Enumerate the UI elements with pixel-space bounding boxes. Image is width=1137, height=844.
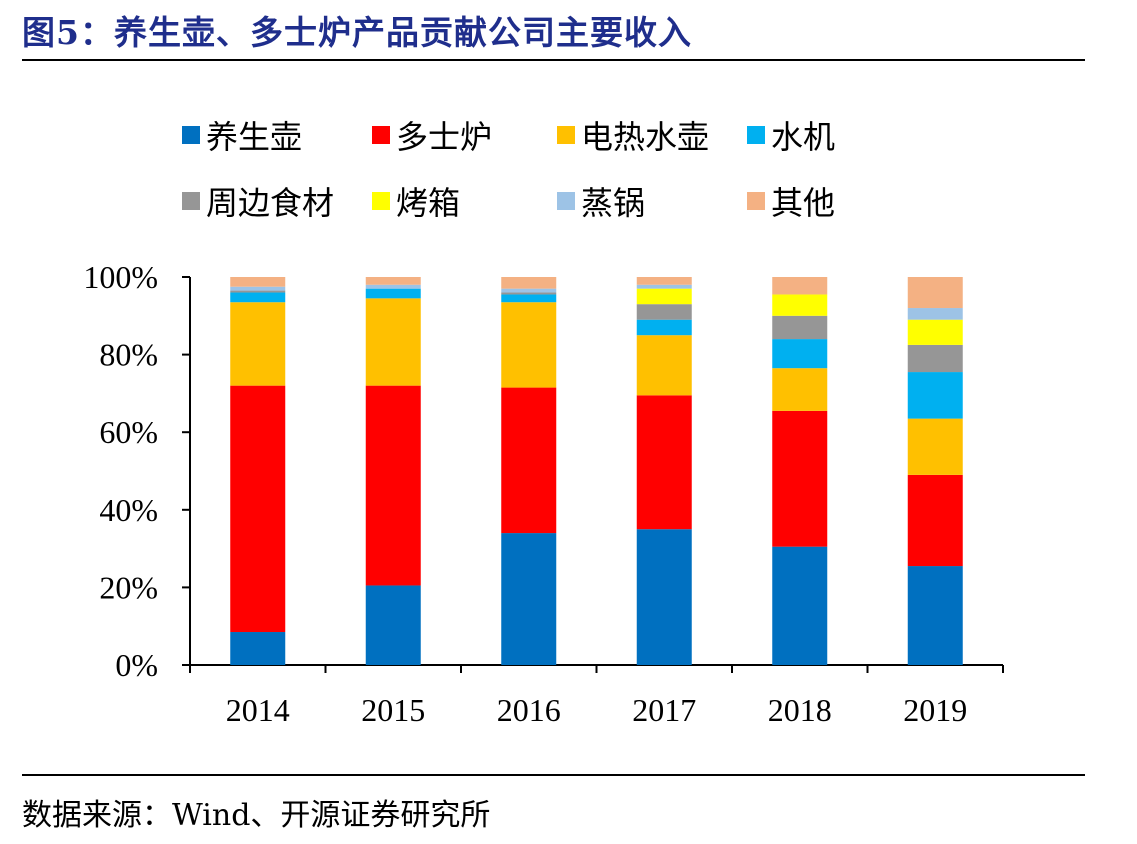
x-tick-label: 2018 — [768, 692, 832, 728]
x-tick-label: 2015 — [361, 692, 425, 728]
legend-swatch — [372, 126, 390, 144]
legend-item: 周边食材 — [182, 181, 335, 222]
y-tick-label: 0% — [115, 647, 158, 683]
legend-label: 周边食材 — [206, 184, 335, 222]
bar-segment — [365, 277, 421, 285]
y-tick-label: 60% — [99, 414, 158, 450]
x-tick-label: 2019 — [903, 692, 967, 728]
legend-swatch — [182, 126, 200, 144]
bar-segment — [230, 385, 286, 633]
bar-segment — [907, 372, 963, 419]
bar-segment — [365, 298, 421, 386]
bar-segment — [501, 294, 557, 303]
legend-swatch — [182, 192, 200, 210]
bar-segment — [636, 529, 692, 665]
legend-item: 烤箱 — [372, 181, 461, 222]
bar-segment — [772, 315, 828, 340]
bar-segment — [636, 284, 692, 289]
y-tick-label: 80% — [99, 337, 158, 373]
bar-segment — [907, 319, 963, 345]
legend-swatch — [557, 192, 575, 210]
bar-segment — [230, 290, 286, 293]
source-note: 数据来源：Wind、开源证券研究所 — [22, 798, 491, 833]
legend-swatch — [747, 192, 765, 210]
bar-segment — [907, 308, 963, 320]
bar-segment — [365, 385, 421, 586]
x-tick-label: 2014 — [226, 692, 290, 728]
bar-segment — [907, 474, 963, 567]
y-tick-label: 100% — [83, 259, 158, 295]
bar-segment — [501, 387, 557, 534]
x-tick-label: 2016 — [497, 692, 561, 728]
bar-segment — [772, 277, 828, 295]
bar-segment — [365, 585, 421, 665]
footer-divider — [22, 774, 1085, 776]
bar-segment — [772, 410, 828, 547]
bar-segment — [501, 292, 557, 295]
bar-segment — [230, 277, 286, 287]
bar-segment — [907, 344, 963, 373]
bar-segment — [230, 302, 286, 386]
legend-label: 蒸锅 — [581, 184, 646, 222]
legend-label: 养生壶 — [206, 118, 303, 156]
bar-segment — [230, 632, 286, 665]
bar-segment — [636, 335, 692, 396]
bar-segment — [501, 288, 557, 293]
bar-segment — [907, 418, 963, 475]
bar-segment — [501, 302, 557, 388]
bar-segment — [907, 277, 963, 309]
bar-segment — [907, 566, 963, 665]
bar-segment — [772, 546, 828, 665]
legend-swatch — [747, 126, 765, 144]
legend-label: 水机 — [771, 118, 836, 156]
bar-segment — [636, 304, 692, 320]
legend-item: 其他 — [747, 181, 836, 222]
bar-segment — [772, 368, 828, 411]
bar-segment — [230, 292, 286, 303]
y-tick-label: 20% — [99, 569, 158, 605]
bar-segment — [772, 294, 828, 316]
bar-segment — [772, 339, 828, 369]
bar-segment — [230, 286, 286, 291]
legend-swatch — [372, 192, 390, 210]
bar-segment — [636, 395, 692, 530]
x-tick-label: 2017 — [632, 692, 696, 728]
chart-title: 图5：养生壶、多士炉产品贡献公司主要收入 — [22, 13, 692, 52]
legend-label: 烤箱 — [396, 184, 461, 222]
bar-segment — [636, 277, 692, 285]
legend-item: 养生壶 — [182, 115, 303, 156]
bar-segment — [365, 288, 421, 299]
bar-segment — [365, 284, 421, 289]
legend-item: 电热水壶 — [557, 115, 710, 156]
legend-item: 蒸锅 — [557, 181, 646, 222]
bar-segment — [501, 533, 557, 665]
y-tick-label: 40% — [99, 492, 158, 528]
bar-segment — [636, 288, 692, 305]
legend-swatch — [557, 126, 575, 144]
legend-item: 水机 — [747, 115, 836, 156]
legend-label: 多士炉 — [396, 118, 493, 156]
bar-segment — [636, 319, 692, 336]
legend-label: 其他 — [771, 184, 836, 222]
legend-label: 电热水壶 — [581, 118, 710, 156]
legend-item: 多士炉 — [372, 115, 493, 156]
title-divider — [22, 59, 1085, 61]
bar-segment — [501, 277, 557, 289]
